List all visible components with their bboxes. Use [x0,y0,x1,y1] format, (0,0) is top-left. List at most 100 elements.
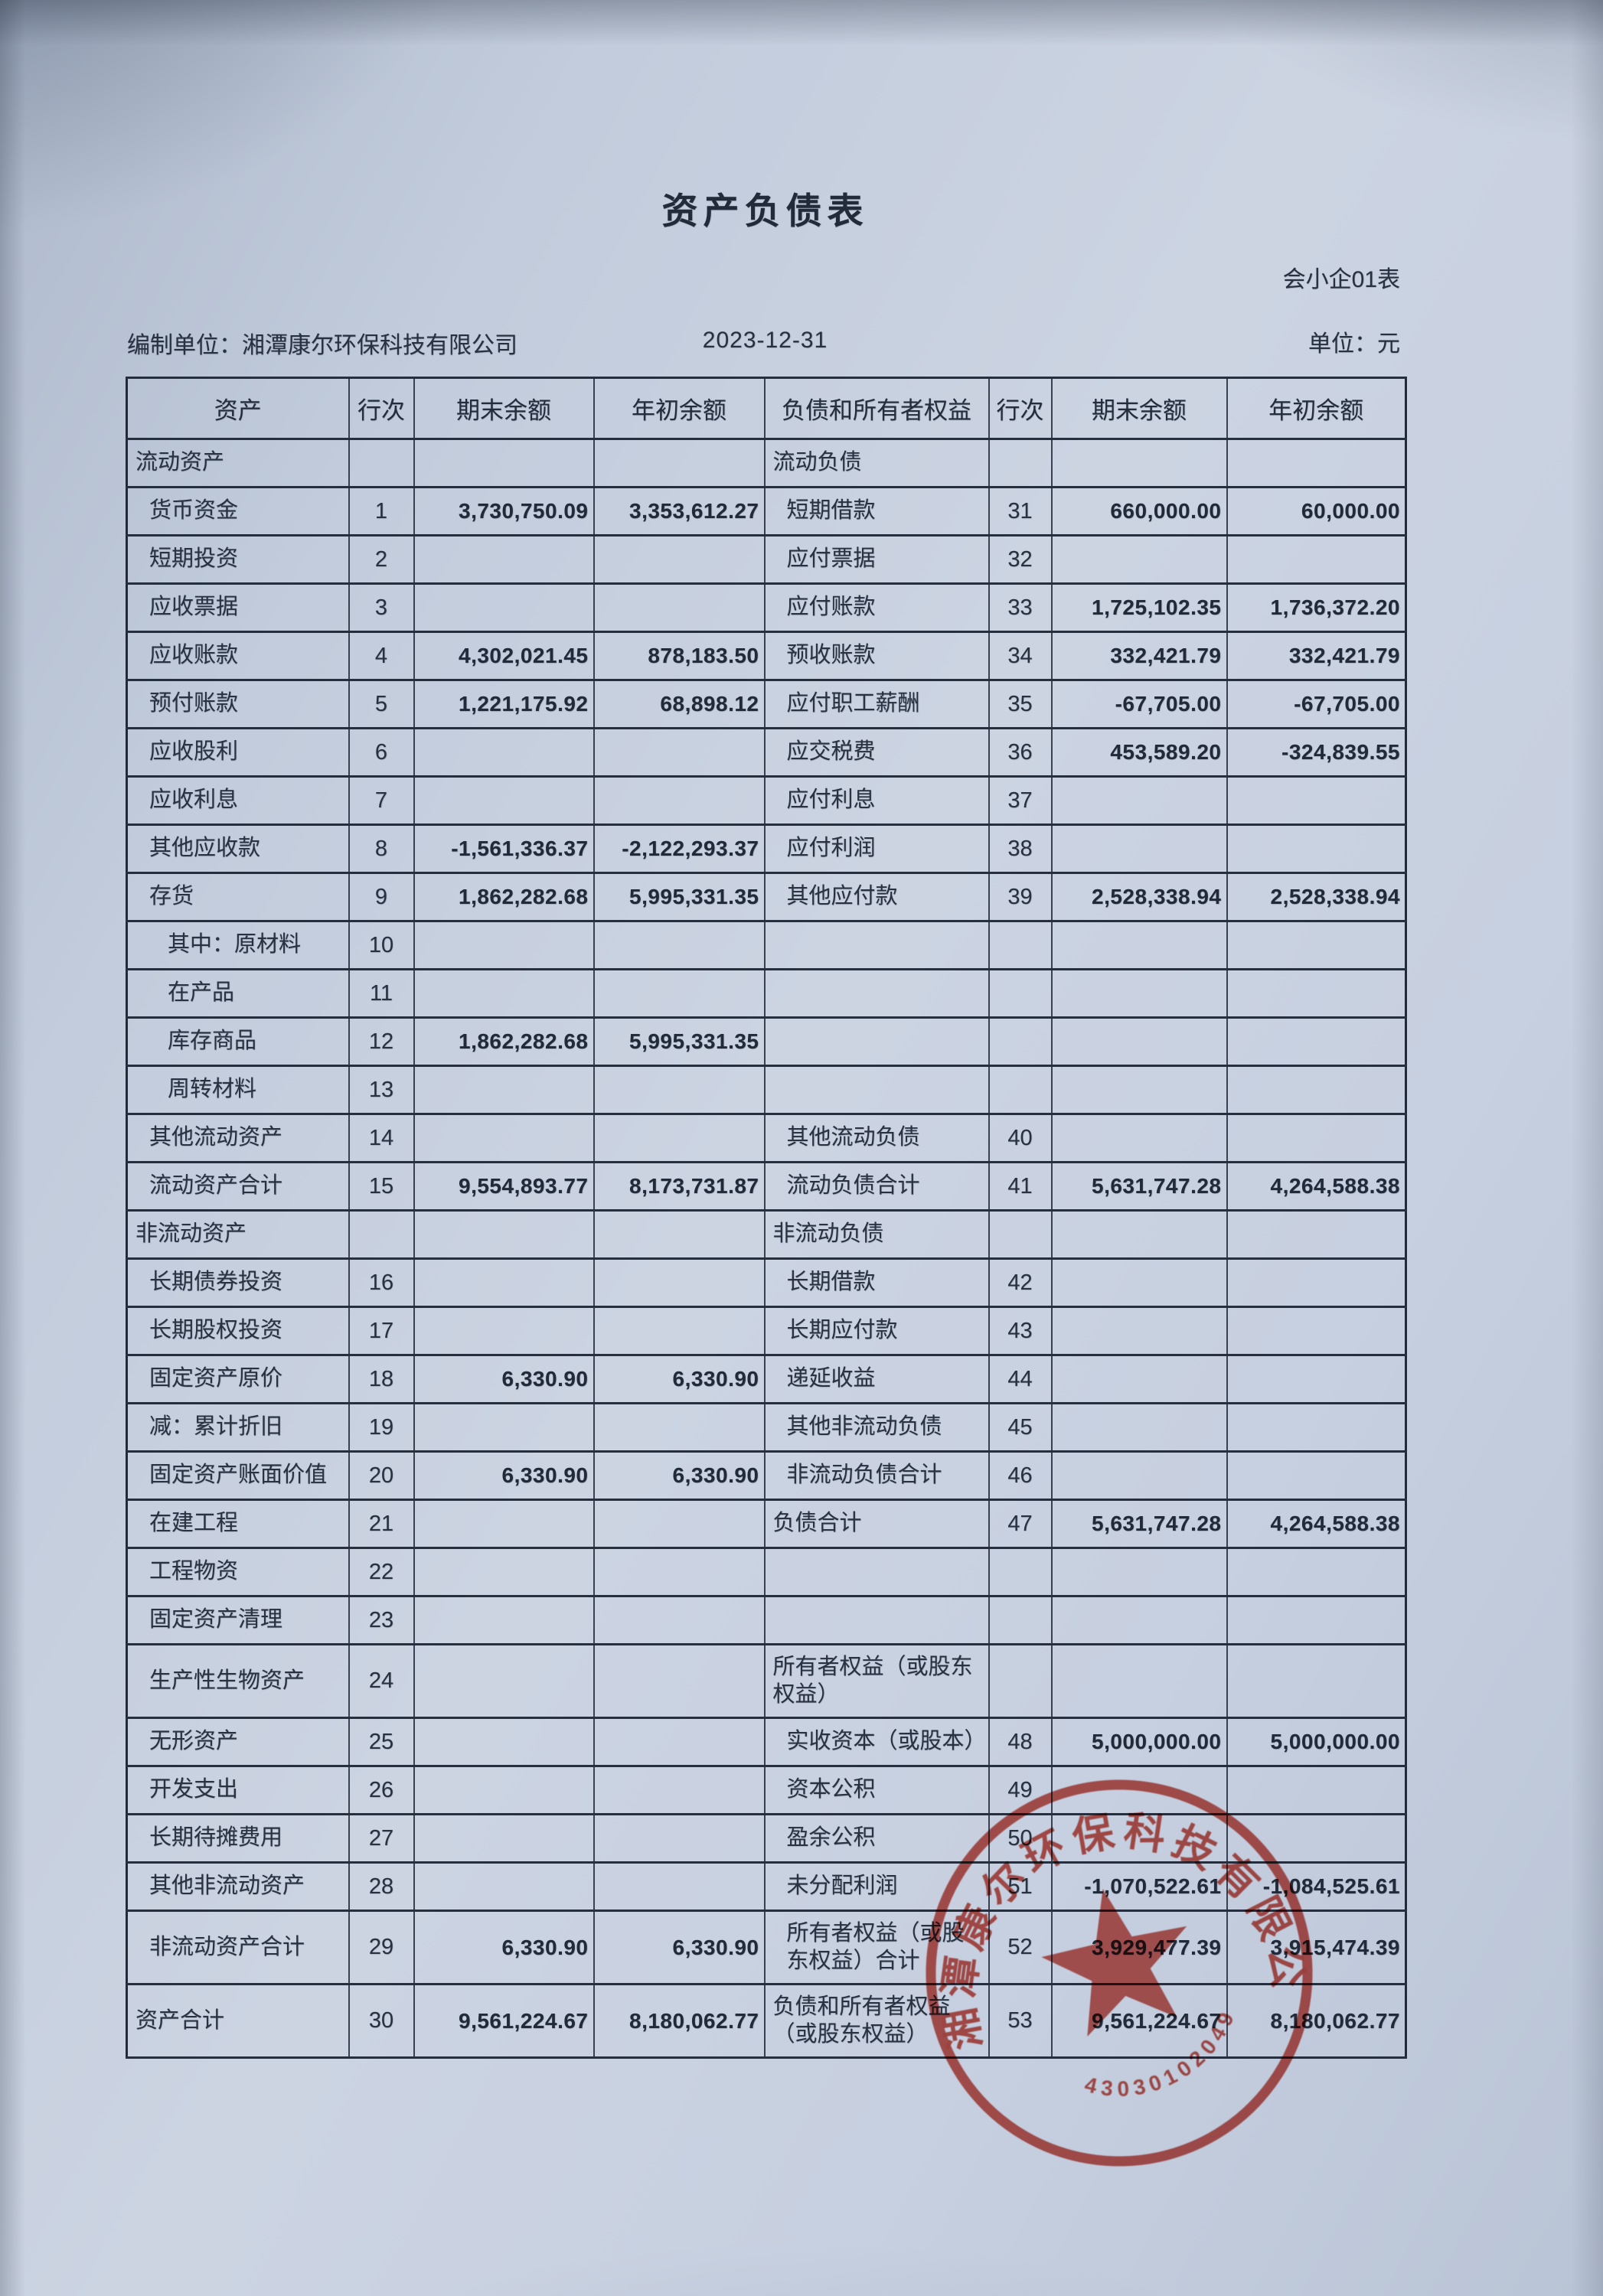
table-cell: 4,264,588.38 [1226,1499,1407,1549]
table-cell: 负债和所有者权益（或股东权益） [763,1983,990,2059]
table-cell: 1,862,282.68 [413,872,595,922]
table-cell: 生产性生物资产 [126,1643,350,1719]
table-cell [593,1765,766,1815]
table-cell [593,1547,766,1597]
form-number: 会小企01表 [1282,267,1400,292]
table-cell: 3 [348,582,415,633]
table-cell [1226,1065,1407,1115]
table-cell [593,582,766,633]
table-cell [413,1643,595,1719]
table-cell: 应付票据 [763,534,990,585]
table-cell: 40 [988,1113,1053,1163]
table-cell: 货币资金 [126,486,350,536]
table-cell: 2,528,338.94 [1226,872,1407,922]
table-cell [593,1065,766,1115]
table-cell [988,438,1053,488]
table-row: 货币资金 1 3,730,750.09 3,353,612.27 短期借款 31 660,0… [126,486,1407,536]
table-cell: 1,736,372.20 [1226,582,1407,633]
table-cell: 5 [348,679,415,729]
table-cell [763,968,990,1019]
table-cell: 应付利息 [763,775,990,826]
table-cell: 资产合计 [126,1983,350,2059]
table-row: 其他非流动资产 28 未分配利润 51 -1,070,522.61 -1,084,525.… [126,1861,1407,1912]
table-cell [413,1547,595,1597]
table-cell [348,1209,415,1260]
table-row: 在产品 11 [126,968,1407,1019]
table-cell [413,1402,595,1453]
table-cell: 在建工程 [126,1499,350,1549]
table-cell: 5,000,000.00 [1050,1717,1228,1767]
table-cell [413,1113,595,1163]
table-row: 其中：原材料 10 [126,920,1407,970]
table-cell: 应付账款 [763,582,990,633]
table-cell: 实收资本（或股本） [763,1717,990,1767]
table-cell [593,1402,766,1453]
table-cell: 27 [348,1813,415,1864]
table-row: 其他应收款 8 -1,561,336.37 -2,122,293.37 应付利润 38 [126,823,1407,874]
table-cell [413,534,595,585]
table-cell: 4 [348,631,415,681]
table-cell: 45 [988,1402,1053,1453]
table-cell: 48 [988,1717,1053,1767]
table-cell: 流动资产 [126,438,350,488]
column-header-ending-balance-2: 期末余额 [1050,377,1228,440]
table-cell: 26 [348,1765,415,1815]
table-cell [1226,823,1407,874]
table-row: 库存商品 12 1,862,282.68 5,995,331.35 [126,1016,1407,1067]
meta-row: 编制单位：湘潭康尔环保科技有限公司 2023-12-31 单位：元 [126,326,1405,358]
table-cell: 3,353,612.27 [593,486,766,536]
unit-label: 单位：元 [1308,331,1400,357]
table-cell [1050,1113,1228,1163]
table-cell [348,438,415,488]
table-cell: 流动资产合计 [126,1161,350,1212]
column-header-liability-equity: 负债和所有者权益 [763,377,990,440]
table-cell [413,1306,595,1356]
table-cell [593,727,766,778]
table-cell [593,438,766,488]
table-cell [413,1717,595,1767]
table-cell: 46 [988,1450,1053,1501]
table-cell: 非流动资产 [126,1209,350,1260]
table-row: 流动资产 流动负债 [126,438,1407,488]
table-cell [763,1016,990,1067]
table-cell [413,727,595,778]
table-cell: 332,421.79 [1050,631,1228,681]
table-cell: 7 [348,775,415,826]
table-cell: 1 [348,486,415,536]
table-cell [593,968,766,1019]
table-cell: 应收股利 [126,727,350,778]
table-cell: 42 [988,1257,1053,1308]
table-cell: 开发支出 [126,1765,350,1815]
table-cell [413,1765,595,1815]
table-cell: 其他流动资产 [126,1113,350,1163]
table-cell [593,1257,766,1308]
table-cell: 固定资产原价 [126,1354,350,1404]
column-header-line-no-2: 行次 [988,377,1053,440]
table-cell: 13 [348,1065,415,1115]
table-cell [413,582,595,633]
table-cell [1050,1813,1228,1864]
balance-sheet-table: 资产 行次 期末余额 年初余额 负债和所有者权益 行次 期末余额 年初余额 流动… [126,377,1407,2059]
table-cell [413,1595,595,1645]
table-cell: 5,631,747.28 [1050,1499,1228,1549]
table-cell: 5,995,331.35 [593,872,766,922]
table-cell: 固定资产账面价值 [126,1450,350,1501]
table-cell: 非流动负债 [763,1209,990,1260]
table-cell: -67,705.00 [1226,679,1407,729]
table-cell: 33 [988,582,1053,633]
report-date: 2023-12-31 [702,328,828,353]
table-row: 长期债券投资 16 长期借款 42 [126,1257,1407,1308]
table-cell: 17 [348,1306,415,1356]
table-cell: -1,070,522.61 [1050,1861,1228,1912]
table-cell: 14 [348,1113,415,1163]
table-cell [1050,775,1228,826]
table-cell: 12 [348,1016,415,1067]
column-header-asset: 资产 [126,377,350,440]
table-row: 资产合计 30 9,561,224.67 8,180,062.77 负债和所有者权益（或… [126,1983,1407,2059]
table-cell: 6,330.90 [413,1910,595,1985]
column-header-beginning-balance: 年初余额 [593,377,766,440]
table-cell: 53 [988,1983,1053,2059]
table-cell: 9,561,224.67 [413,1983,595,2059]
table-cell [1050,1065,1228,1115]
page-title: 资产负债表 [661,191,869,231]
